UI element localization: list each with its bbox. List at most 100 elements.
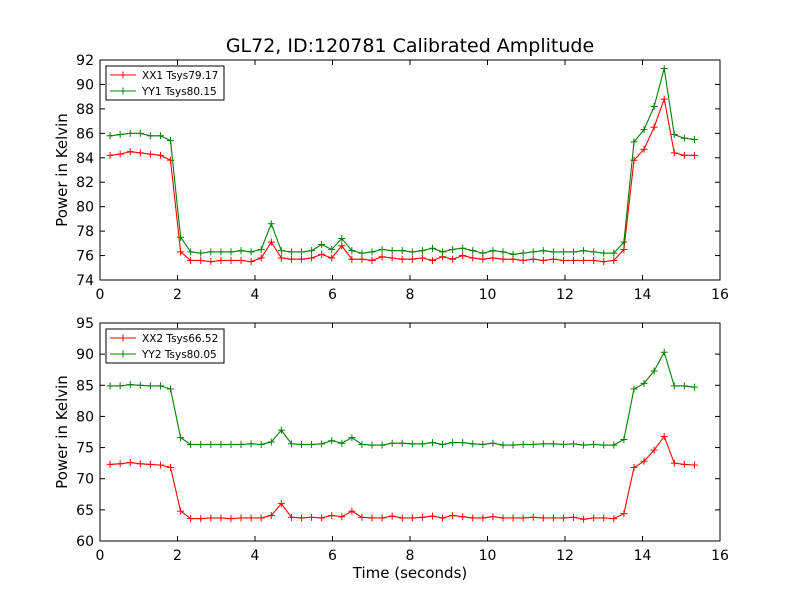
chart0-series-1-point-39 xyxy=(499,248,507,256)
chart0-xtick-label-4: 8 xyxy=(406,287,415,303)
chart1-series-1-point-17 xyxy=(277,426,285,434)
chart0-series-1-point-55 xyxy=(660,65,668,73)
chart0-series-1-point-13 xyxy=(237,247,245,255)
chart0-series-1-point-20 xyxy=(308,247,316,255)
chart0-ytick-label-1: 76 xyxy=(76,249,94,265)
chart1-ytick-label-3: 75 xyxy=(76,441,94,457)
chart1-series-1-point-7 xyxy=(177,434,185,442)
chart0-series-1-point-54 xyxy=(650,102,658,110)
chart1-series-1-point-35 xyxy=(459,439,467,447)
chart1-legend: XX2 Tsys66.52 YY2 Tsys80.05 xyxy=(105,328,225,364)
chart1-series-0-point-5 xyxy=(156,461,164,469)
chart0-series-0-point-8 xyxy=(187,256,195,264)
chart1-series-1-point-20 xyxy=(308,440,316,448)
chart0-series-0-point-58 xyxy=(690,151,698,159)
chart0-series-1-point-16 xyxy=(267,220,275,228)
chart1-series-1-point-6 xyxy=(167,385,175,393)
chart0-series-1-point-2 xyxy=(126,129,134,137)
chart1-series-0-point-16 xyxy=(267,511,275,519)
chart1-series-1-point-10 xyxy=(207,440,215,448)
chart0-series-1-point-25 xyxy=(358,249,366,257)
chart1-series-0-point-6 xyxy=(167,464,175,472)
chart1-series-1-point-40 xyxy=(509,441,517,449)
chart0-ytick-label-0: 74 xyxy=(76,273,94,289)
chart1-series-0-point-56 xyxy=(670,459,678,467)
chart1-series-0-point-37 xyxy=(479,514,487,522)
chart1-ylabel: Power in Kelvin xyxy=(53,375,71,489)
chart1-series-0-point-19 xyxy=(298,514,305,522)
chart0-series-1-point-8 xyxy=(187,248,195,256)
chart1-series-1-point-50 xyxy=(610,441,618,449)
chart1-legend-label-0: XX2 Tsys66.52 xyxy=(142,333,218,345)
chart1-series-1-point-5 xyxy=(156,382,164,390)
chart1-series-1-point-2 xyxy=(126,381,134,389)
chart1-series-0-point-53 xyxy=(640,457,648,465)
chart1-series-1-point-26 xyxy=(368,441,376,449)
chart1-xtick-label-6: 12 xyxy=(556,548,574,564)
chart1-series-0-point-38 xyxy=(489,513,497,521)
chart1-series-0-point-7 xyxy=(177,507,185,515)
chart1-series-0-point-35 xyxy=(459,513,467,521)
chart1-series-1-point-16 xyxy=(267,438,275,446)
chart1-series-1-point-46 xyxy=(570,440,578,448)
chart1-series-1-point-19 xyxy=(298,440,305,448)
chart0-series-1-point-12 xyxy=(227,248,235,256)
chart0-series-1-point-27 xyxy=(378,245,386,253)
chart1-series-1-point-39 xyxy=(499,441,507,449)
chart1-series-0-point-45 xyxy=(559,514,567,522)
chart1-xtick-label-8: 16 xyxy=(711,548,729,564)
chart1-ytick-label-0: 60 xyxy=(76,534,94,550)
chart1-series-0-point-3 xyxy=(136,460,144,468)
chart0-series-1-point-45 xyxy=(559,248,567,256)
chart1-series-0-point-39 xyxy=(499,514,507,522)
chart1-series-0-point-57 xyxy=(680,460,688,468)
chart0-series-1-point-40 xyxy=(509,250,517,258)
chart0-series-0-point-46 xyxy=(570,256,578,264)
chart1-series-0-point-36 xyxy=(469,514,477,522)
chart1-legend-marker-1 xyxy=(119,350,127,358)
chart1-xtick-label-5: 10 xyxy=(479,548,497,564)
chart0-series-0-point-7 xyxy=(177,248,185,256)
chart1-series-1-point-58 xyxy=(690,383,698,391)
chart0-ylabel: Power in Kelvin xyxy=(53,113,71,227)
chart1-series-0-point-14 xyxy=(247,514,255,522)
chart0-series-1-point-57 xyxy=(680,134,688,142)
chart1-series-1-point-1 xyxy=(116,382,124,390)
chart1-series-0-point-22 xyxy=(328,511,336,519)
chart0-series-1-point-6 xyxy=(167,137,175,145)
chart0-series-0-point-22 xyxy=(328,254,336,262)
chart0-series-1-point-48 xyxy=(590,248,598,256)
chart1-series-1-point-27 xyxy=(378,441,386,449)
chart0-legend-label-1: YY1 Tsys80.15 xyxy=(141,86,217,98)
chart0-series-1-point-26 xyxy=(368,248,376,256)
chart1-xtick-label-7: 14 xyxy=(634,548,652,564)
chart0-series-1-point-56 xyxy=(670,131,678,139)
chart1-series-1-point-21 xyxy=(318,440,326,448)
chart0-ytick-label-6: 86 xyxy=(76,126,94,142)
chart0-series-1-point-49 xyxy=(600,249,608,257)
chart0-series-1-point-50 xyxy=(610,249,618,257)
chart0-series-1-point-46 xyxy=(570,248,578,256)
chart0-series-1-point-7 xyxy=(177,233,185,241)
chart0-xtick-label-3: 6 xyxy=(328,287,337,303)
chart1-series-0-point-44 xyxy=(549,514,557,522)
chart1-legend-marker-0 xyxy=(119,334,127,342)
chart0-ytick-label-9: 92 xyxy=(76,53,94,69)
chart1-series-1-point-22 xyxy=(328,437,336,445)
chart1-series-0-point-31 xyxy=(418,513,426,521)
chart0-series-0-point-34 xyxy=(449,255,457,263)
chart0-series-0-point-17 xyxy=(277,254,285,262)
chart1-series-0-point-43 xyxy=(539,514,547,522)
chart0-series-0-point-29 xyxy=(398,255,406,263)
chart1-series-0-point-11 xyxy=(217,514,225,522)
chart1-series-0-point-8 xyxy=(187,515,195,523)
chart0-series-0-point-11 xyxy=(217,256,225,264)
chart0-series-0-point-15 xyxy=(257,254,265,262)
chart0-series-1-point-24 xyxy=(348,247,356,255)
chart1-series-0-point-52 xyxy=(630,464,638,472)
chart1-series-1-point-18 xyxy=(287,440,295,448)
chart0-ytick-label-5: 84 xyxy=(76,151,94,167)
chart0-series-0-point-18 xyxy=(287,255,295,263)
chart1-series-0-point-15 xyxy=(257,514,265,522)
chart0-series-1-point-29 xyxy=(398,247,406,255)
